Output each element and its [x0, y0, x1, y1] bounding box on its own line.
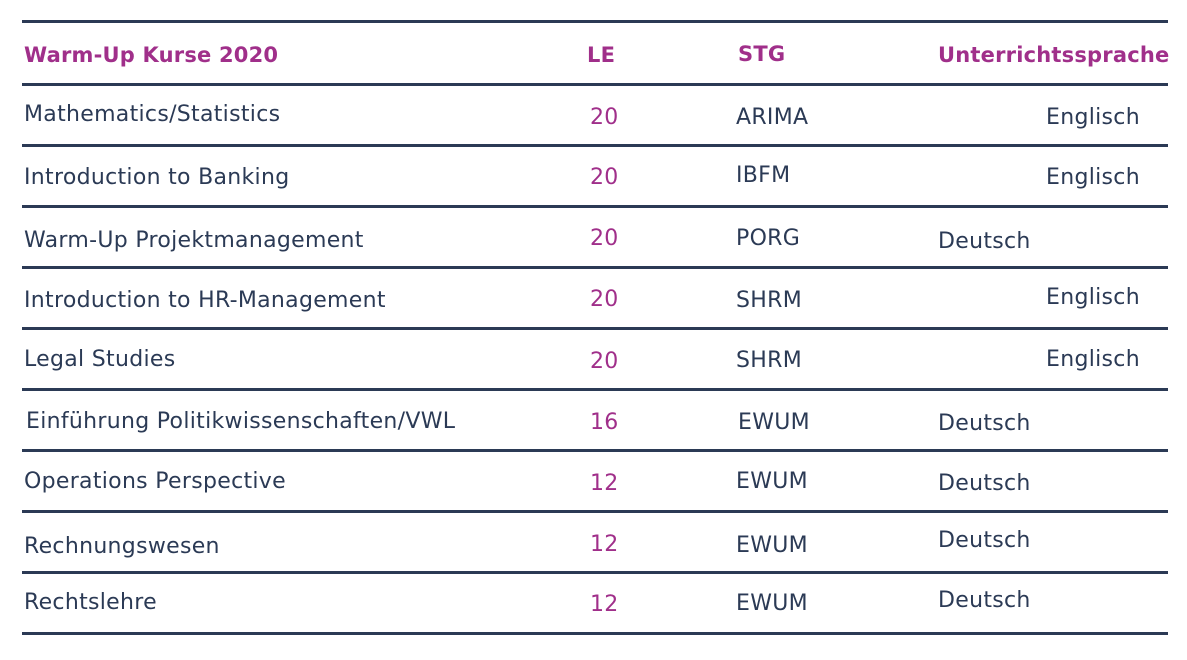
course-language: Englisch	[1046, 285, 1140, 310]
header-course: Warm-Up Kurse 2020	[24, 43, 279, 67]
course-name: Warm-Up Projektmanagement	[24, 228, 364, 253]
course-stg: SHRM	[736, 348, 802, 373]
course-le: 12	[590, 532, 619, 557]
course-le: 20	[590, 226, 619, 251]
table-row: Mathematics/Statistics 20 ARIMA Englisch	[22, 86, 1168, 144]
course-language: Deutsch	[938, 588, 1031, 613]
course-stg: EWUM	[736, 591, 808, 616]
course-name: Mathematics/Statistics	[24, 102, 281, 127]
course-stg: EWUM	[736, 533, 808, 558]
course-stg: PORG	[736, 226, 801, 251]
course-language: Deutsch	[938, 411, 1031, 436]
course-name: Einführung Politikwissenschaften/VWL	[26, 409, 456, 434]
course-le: 12	[590, 471, 619, 496]
course-le: 12	[590, 592, 619, 617]
row-rule	[22, 510, 1168, 513]
table-row: Introduction to HR-Management 20 SHRM En…	[22, 269, 1168, 327]
header-le: LE	[587, 43, 616, 67]
row-rule	[22, 449, 1168, 452]
course-language: Deutsch	[938, 229, 1031, 254]
course-stg: IBFM	[736, 163, 791, 188]
row-rule	[22, 388, 1168, 391]
table-row: Einführung Politikwissenschaften/VWL 16 …	[22, 391, 1168, 449]
table-top-rule	[22, 20, 1168, 23]
course-le: 20	[590, 349, 619, 374]
course-stg: EWUM	[736, 469, 808, 494]
course-name: Introduction to Banking	[24, 165, 290, 190]
table-bottom-rule	[22, 632, 1168, 635]
course-language: Englisch	[1046, 165, 1140, 190]
course-stg: EWUM	[738, 410, 810, 435]
course-name: Introduction to HR-Management	[24, 288, 386, 313]
course-le: 20	[590, 105, 619, 130]
course-le: 20	[590, 165, 619, 190]
row-rule	[22, 571, 1168, 574]
course-language: Deutsch	[938, 471, 1031, 496]
table-row: Rechtslehre 12 EWUM Deutsch	[22, 574, 1168, 632]
row-rule	[22, 327, 1168, 330]
table-row: Rechnungswesen 12 EWUM Deutsch	[22, 513, 1168, 571]
row-rule	[22, 205, 1168, 208]
table-row: Operations Perspective 12 EWUM Deutsch	[22, 452, 1168, 510]
course-name: Operations Perspective	[24, 469, 286, 494]
course-name: Legal Studies	[24, 347, 176, 372]
header-stg: STG	[738, 42, 786, 66]
row-rule	[22, 144, 1168, 147]
row-rule	[22, 83, 1168, 86]
table-row: Legal Studies 20 SHRM Englisch	[22, 330, 1168, 388]
course-language: Deutsch	[938, 528, 1031, 553]
table-row: Warm-Up Projektmanagement 20 PORG Deutsc…	[22, 208, 1168, 266]
course-stg: ARIMA	[736, 105, 809, 130]
course-le: 20	[590, 287, 619, 312]
table-row: Introduction to Banking 20 IBFM Englisch	[22, 147, 1168, 205]
course-stg: SHRM	[736, 288, 802, 313]
table-header-row: Warm-Up Kurse 2020 LE STG Unterrichtsspr…	[22, 23, 1170, 83]
header-language: Unterrichtssprache	[938, 43, 1170, 67]
row-rule	[22, 266, 1168, 269]
warmup-courses-table: Warm-Up Kurse 2020 LE STG Unterrichtsspr…	[22, 20, 1170, 635]
course-name: Rechtslehre	[24, 590, 157, 615]
course-language: Englisch	[1046, 105, 1140, 130]
course-language: Englisch	[1046, 347, 1140, 372]
course-le: 16	[590, 410, 619, 435]
course-name: Rechnungswesen	[24, 534, 220, 559]
